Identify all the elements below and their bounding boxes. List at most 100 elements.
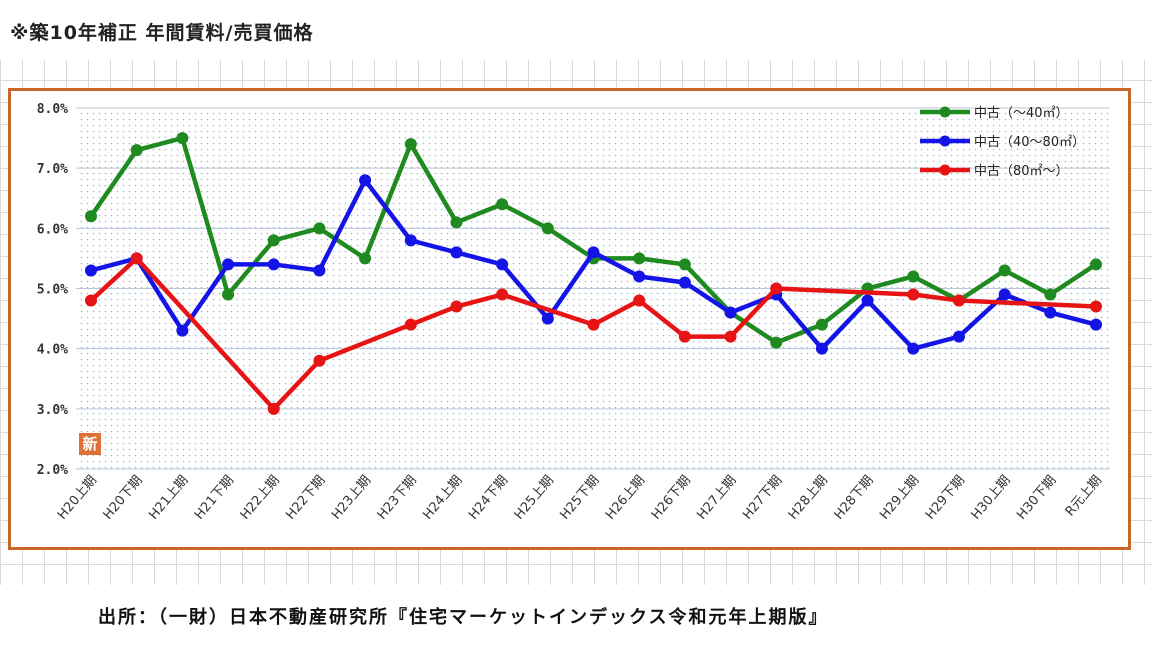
data-point [313,222,326,235]
data-point [907,270,920,283]
x-tick-label: H23上期 [329,473,374,523]
data-point [404,234,417,247]
x-tick-label: H25上期 [512,473,557,523]
data-point [633,270,646,283]
legend-marker [939,164,951,176]
data-point [815,342,828,355]
y-tick-label: 6.0% [37,222,68,237]
x-tick-label: H23下期 [375,473,420,523]
data-point [450,300,463,313]
x-tick-label: H20上期 [55,473,100,523]
x-tick-label: H28下期 [832,473,877,523]
data-point [130,252,143,265]
x-tick-label: H28上期 [786,473,831,523]
legend-label: 中古（40〜80㎡） [974,135,1085,150]
data-point [998,264,1011,277]
data-point [85,294,97,307]
data-point [678,276,691,289]
source-note: 出所：（一財）日本不動産研究所『住宅マーケットインデックス令和元年上期版』 [98,607,829,628]
data-point [267,234,280,247]
data-point [907,342,920,355]
x-tick-label: H22上期 [238,473,283,523]
legend-label: 中古（80㎡〜） [974,164,1069,179]
data-point [1090,258,1102,271]
data-point [770,336,783,349]
data-point [770,282,783,295]
x-tick-label: H30下期 [1014,473,1059,523]
series-lines [85,132,1102,415]
data-point [359,174,372,187]
data-point [222,258,235,271]
data-point [815,318,828,331]
data-point [404,318,417,331]
data-point [313,264,326,277]
x-tick-label: H25下期 [557,473,602,523]
data-point [85,210,97,223]
data-point [222,288,235,301]
y-tick-label: 8.0% [37,102,68,117]
top-band [0,0,1152,60]
data-point [496,288,509,301]
x-tick-label: H24下期 [466,473,511,523]
y-tick-label: 5.0% [37,283,68,298]
x-tick-label: H21下期 [192,473,237,523]
x-tick-label: H29上期 [877,473,922,523]
x-tick-label: H20下期 [101,473,146,523]
data-point [496,198,509,211]
data-point [724,306,737,319]
legend-marker [939,135,951,147]
legend-label: 中古（〜40㎡） [974,106,1069,121]
x-tick-label: H27上期 [694,473,739,523]
bottom-band [0,585,1152,648]
x-tick-label: H30上期 [969,473,1014,523]
data-point [313,354,326,367]
data-point [633,252,646,265]
data-point [496,258,509,271]
data-point [541,312,554,325]
data-point [678,258,691,271]
x-tick-label: H27下期 [740,473,785,523]
data-point [1044,288,1057,301]
chart-heading: ※築10年補正 年間賃料/売買価格 [10,22,314,44]
data-point [176,324,189,337]
data-point [450,246,463,259]
data-point [907,288,920,301]
y-tick-label: 3.0% [37,403,68,418]
x-axis-ticks: H20上期 H20下期 H21上期 H21下期 H22上期 H22下期 H23上期 H23下期… [55,473,1105,523]
x-tick-label: H24上期 [420,473,465,523]
line-chart: 8.0%7.0%6.0%5.0%4.0%3.0%2.0% H20上期 H20下期 H… [37,102,1110,523]
legend: 中古（〜40㎡） 中古（40〜80㎡） 中古（80㎡〜） [920,106,1085,179]
x-tick-label: H29下期 [923,473,968,523]
data-point [724,330,737,343]
x-tick-label: H26下期 [649,473,694,523]
data-point [1090,300,1102,313]
data-point [998,288,1011,301]
x-tick-label: H26上期 [603,473,648,523]
x-tick-label: H21上期 [146,473,191,523]
data-point [130,144,143,157]
x-tick-label: H22下期 [283,473,328,523]
new-badge: 新 [79,433,101,455]
data-point [267,258,280,271]
data-point [541,222,554,235]
data-point [1044,306,1057,319]
data-point [633,294,646,307]
data-point [678,330,691,343]
y-tick-label: 4.0% [37,343,68,358]
data-point [952,330,965,343]
x-tick-label: R元上期 [1063,473,1105,519]
data-point [404,138,417,151]
data-point [450,216,463,229]
data-point [359,252,372,265]
data-point [85,264,97,277]
y-axis-ticks: 8.0% 7.0% 6.0% 5.0% 4.0% 3.0% 2.0% [37,102,68,478]
y-tick-label: 7.0% [37,162,68,177]
data-point [587,318,600,331]
legend-marker [939,106,951,118]
data-point [176,132,189,145]
data-point [952,294,965,307]
y-tick-label: 2.0% [37,463,68,478]
data-point [587,246,600,259]
data-point [1090,318,1102,331]
data-point [267,402,280,415]
